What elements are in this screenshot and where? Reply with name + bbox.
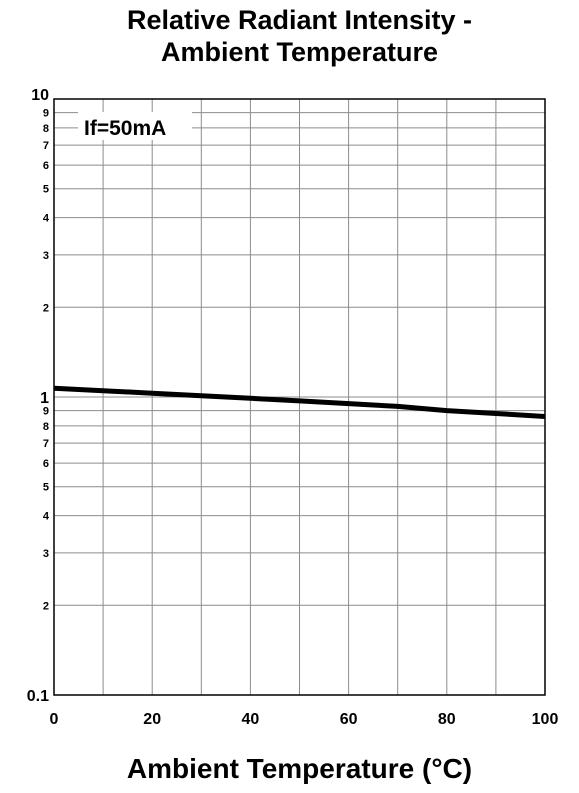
y-tick-label: 3: [43, 250, 49, 262]
x-axis-ticks: 0 20 40 60 80 100: [50, 711, 559, 728]
y-tick-label: 0.1: [27, 688, 49, 705]
x-tick-label: 40: [242, 711, 260, 728]
x-tick-label: 100: [532, 711, 559, 728]
plot-frame: [53, 98, 546, 696]
y-tick-label: 8: [43, 123, 49, 135]
y-tick-label: 2: [43, 302, 49, 314]
annotation-box: If=50mA: [78, 112, 192, 140]
chart-title-line-1: Relative Radiant Intensity -: [126, 5, 473, 35]
x-axis-label: Ambient Temperature (°C): [126, 753, 473, 784]
y-tick-label: 4: [43, 213, 50, 225]
y-tick-label: 7: [43, 140, 49, 152]
y-tick-label: 6: [43, 160, 49, 172]
y-tick-label: 7: [43, 438, 49, 450]
y-tick-label: 1: [40, 390, 49, 407]
y-tick-label: 9: [43, 108, 49, 120]
chart-title: Relative Radiant Intensity - Ambient Tem…: [54, 4, 545, 68]
y-tick-label: 10: [31, 87, 49, 104]
series-layer: [53, 385, 546, 419]
x-tick-label: 20: [143, 711, 161, 728]
y-tick-label: 8: [43, 421, 49, 433]
annotation-background: [78, 112, 192, 140]
annotation-text: If=50mA: [84, 117, 166, 140]
x-tick-label: 80: [438, 711, 456, 728]
y-tick-label: 2: [43, 600, 49, 612]
x-tick-label: 60: [340, 711, 358, 728]
chart-title-line-2: Ambient Temperature: [160, 37, 439, 67]
y-tick-label: 5: [43, 184, 49, 196]
y-tick-label: 5: [43, 482, 49, 494]
y-tick-label: 3: [43, 548, 49, 560]
y-tick-label: 6: [43, 458, 49, 470]
x-tick-label: 0: [50, 711, 59, 728]
grid: [54, 99, 545, 695]
y-tick-label: 4: [43, 511, 50, 523]
y-tick-label: 9: [43, 406, 49, 418]
series-line: [53, 385, 546, 419]
